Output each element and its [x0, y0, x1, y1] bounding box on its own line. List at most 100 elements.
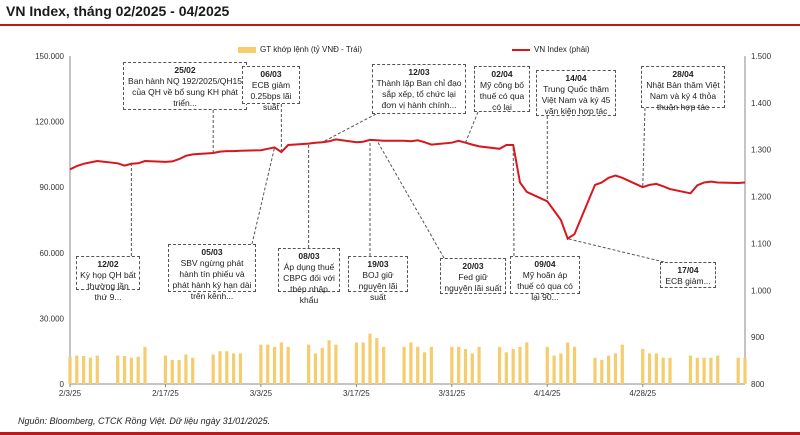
right-tick-label: 1.400	[751, 99, 772, 108]
volume-bar	[470, 353, 474, 384]
annotation-text: Trung Quốc thăm Việt Nam và ký 45 văn ki…	[541, 84, 611, 116]
volume-bar	[668, 357, 672, 384]
annotation-box: 14/04 Trung Quốc thăm Việt Nam và ký 45 v…	[536, 70, 616, 116]
annotation-date: 17/04	[677, 265, 699, 275]
legend-bar-swatch	[238, 46, 256, 53]
volume-bar	[163, 355, 168, 384]
volume-bar	[75, 355, 79, 384]
title-divider	[0, 24, 800, 26]
annotation-leader	[464, 111, 479, 143]
volume-bar	[354, 342, 358, 384]
volume-bar	[422, 352, 427, 384]
volume-bar	[259, 344, 263, 384]
legend-line-entry: VN Index (phải)	[512, 45, 590, 54]
left-tick-label: 150.000	[35, 52, 64, 61]
volume-bar	[170, 359, 174, 384]
volume-bar	[450, 346, 454, 384]
annotation-date: 06/03	[260, 69, 282, 79]
volume-bar	[184, 354, 188, 384]
right-tick-label: 1.500	[751, 52, 772, 61]
legend-bar-label: GT khớp lệnh (tỷ VNĐ - Trái)	[260, 45, 363, 54]
volume-bar	[68, 356, 72, 384]
volume-bar	[177, 359, 181, 384]
left-tick-label: 90.000	[40, 183, 65, 192]
volume-bar	[320, 347, 324, 384]
annotation-box: 19/03 BOJ giữ nguyên lãi suất	[348, 256, 408, 302]
volume-bar	[559, 353, 563, 384]
left-tick-label: 60.000	[40, 249, 65, 258]
volume-bar	[129, 357, 133, 384]
annotation-text: Fed giữ nguyên lãi suất	[444, 272, 502, 293]
volume-bar	[716, 355, 720, 384]
annotation-text: BOJ giữ nguyên lãi suất	[358, 270, 398, 302]
annotation-date: 05/03	[201, 247, 223, 257]
volume-bar	[82, 356, 86, 384]
annotation-date: 20/03	[462, 261, 484, 271]
annotation-date: 02/04	[491, 69, 513, 79]
volume-bar	[661, 357, 665, 384]
x-tick-label: 2/17/25	[152, 389, 179, 398]
left-tick-label: 0	[60, 380, 65, 389]
volume-bar	[641, 349, 645, 384]
volume-bar	[525, 342, 529, 384]
legend-line-swatch	[512, 48, 530, 51]
annotation-text: Kỳ họp QH bất thường lần thứ 9...	[80, 270, 136, 302]
volume-bar	[688, 355, 693, 384]
x-tick-label: 3/3/25	[250, 389, 273, 398]
annotation-leader	[376, 140, 445, 259]
volume-bar	[457, 346, 461, 384]
volume-bar	[497, 346, 502, 384]
right-tick-label: 900	[751, 333, 765, 342]
volume-bar	[266, 344, 270, 384]
volume-bar	[647, 353, 652, 384]
annotation-date: 08/03	[298, 251, 320, 261]
volume-bar	[593, 357, 597, 384]
vn-index-line	[69, 138, 746, 241]
legend-bar-entry: GT khớp lệnh (tỷ VNĐ - Trái)	[238, 45, 362, 54]
annotation-text: ECB giảm 0.25bps lãi suất	[250, 80, 292, 112]
volume-bar	[409, 342, 413, 384]
volume-bar	[695, 357, 699, 384]
annotation-text: Mỹ công bố thuế có qua có lại	[479, 80, 525, 112]
volume-bar	[375, 338, 379, 384]
annotation-text: Áp dụng thuế CBPG đối với thép nhập khẩu	[283, 262, 335, 305]
x-tick-label: 3/17/25	[343, 389, 370, 398]
annotation-date: 28/04	[672, 69, 694, 79]
annotation-date: 12/03	[408, 67, 430, 77]
volume-bar	[225, 351, 229, 384]
volume-bar	[334, 344, 338, 384]
volume-bar	[743, 357, 747, 384]
annotation-box: 02/04 Mỹ công bố thuế có qua có lại	[474, 66, 530, 112]
annotation-leader	[251, 147, 276, 245]
annotation-box: 28/04 Nhật Bản thăm Việt Nam và ký 4 thỏa…	[641, 66, 725, 112]
volume-bar	[429, 346, 433, 384]
volume-bar	[88, 357, 93, 384]
annotation-date: 19/03	[367, 259, 389, 269]
x-tick-label: 4/14/25	[534, 389, 561, 398]
right-tick-label: 1.100	[751, 239, 772, 248]
volume-bar	[607, 355, 611, 384]
volume-bar	[382, 346, 386, 384]
volume-bar	[572, 346, 577, 384]
annotation-box: 06/03 ECB giảm 0.25bps lãi suất	[242, 66, 300, 112]
annotation-leader	[642, 107, 646, 188]
volume-bar	[218, 351, 222, 384]
volume-bar	[416, 346, 420, 384]
annotation-box: 08/03 Áp dụng thuế CBPG đối với thép nhập…	[278, 248, 340, 305]
annotation-box: 09/04 Mỹ hoãn áp thuế có qua có lại 90...	[510, 256, 580, 302]
volume-bar	[402, 346, 406, 384]
left-tick-label: 30.000	[40, 314, 65, 323]
volume-bar	[307, 344, 311, 384]
volume-bar	[143, 346, 147, 384]
annotation-date: 25/02	[174, 65, 196, 75]
x-tick-label: 3/31/25	[438, 389, 465, 398]
volume-bar	[600, 359, 604, 384]
volume-bar	[272, 346, 277, 384]
annotation-text: SBV ngừng phát hành tín phiếu và phát hà…	[172, 258, 252, 301]
volume-bar	[702, 357, 706, 384]
annotation-box: 20/03 Fed giữ nguyên lãi suất	[440, 258, 506, 294]
volume-bar	[122, 356, 127, 384]
volume-bar	[95, 355, 99, 384]
annotation-box: 05/03 SBV ngừng phát hành tín phiếu và ph…	[168, 244, 256, 301]
